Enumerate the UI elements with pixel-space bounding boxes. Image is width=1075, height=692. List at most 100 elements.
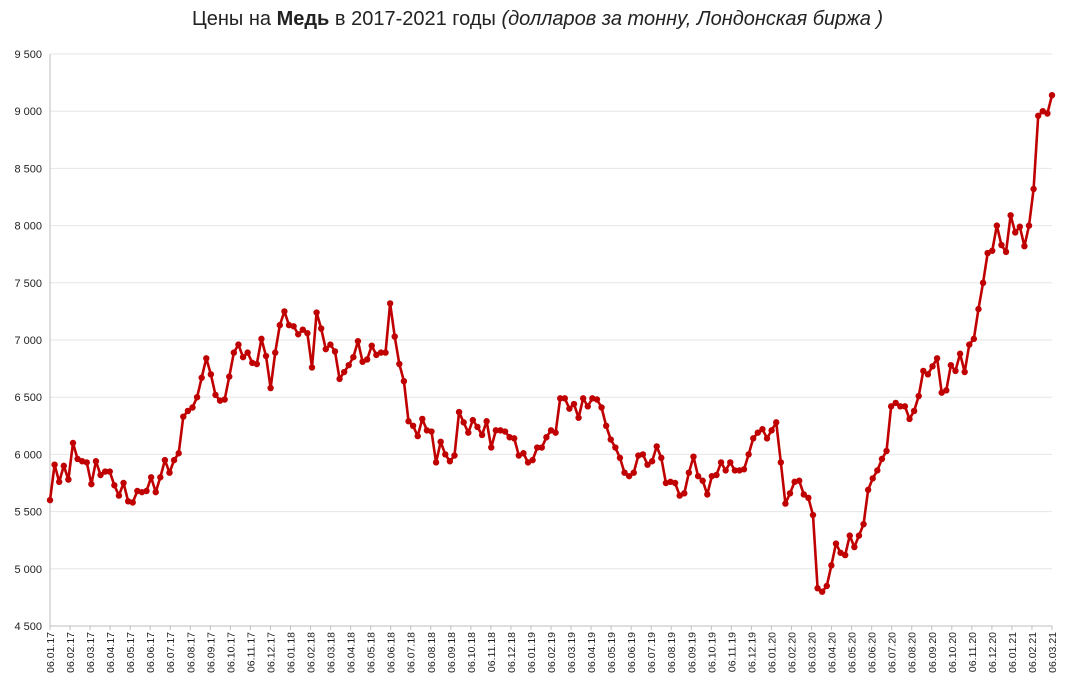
- data-point: [212, 391, 219, 399]
- data-point: [184, 407, 192, 415]
- data-point: [221, 396, 228, 403]
- x-tick-label: 06.06.18: [386, 632, 398, 673]
- data-point: [887, 403, 895, 410]
- data-point: [478, 431, 486, 439]
- data-point: [727, 459, 734, 466]
- data-point: [841, 551, 849, 559]
- data-point: [465, 429, 472, 436]
- data-point: [952, 367, 959, 375]
- x-axis-tick-labels: 06.01.17 06.02.17 06.03.17 06.04.17 06.05.17…: [45, 632, 1059, 673]
- data-point: [1035, 112, 1042, 119]
- data-point: [313, 309, 320, 316]
- series-layer: [46, 91, 1056, 595]
- data-point: [143, 487, 150, 495]
- data-point: [754, 429, 762, 436]
- x-tick-label: 06.11.19: [726, 632, 738, 672]
- data-point: [239, 353, 247, 361]
- data-point: [304, 329, 311, 337]
- data-point: [892, 399, 899, 407]
- data-point: [175, 450, 182, 457]
- data-point: [55, 478, 63, 486]
- x-tick-label: 06.08.20: [907, 632, 919, 673]
- x-tick-label: 06.11.18: [486, 632, 498, 672]
- data-point: [722, 467, 729, 474]
- data-point: [336, 375, 343, 383]
- x-tick-label: 06.05.20: [847, 632, 859, 673]
- data-point: [786, 490, 794, 497]
- data-point: [653, 443, 660, 450]
- data-point: [189, 404, 196, 411]
- data-point: [437, 438, 444, 446]
- data-point: [763, 435, 771, 442]
- data-point: [377, 349, 385, 356]
- data-point: [552, 429, 559, 436]
- data-point: [832, 540, 840, 547]
- data-point: [1021, 242, 1028, 250]
- data-point: [570, 400, 578, 408]
- data-point: [864, 486, 872, 494]
- x-tick-label: 06.08.18: [426, 632, 438, 673]
- data-point: [929, 363, 936, 370]
- data-point: [101, 468, 109, 475]
- x-tick-label: 06.07.17: [165, 632, 177, 673]
- y-tick-label: 8 500: [14, 163, 42, 175]
- data-point: [731, 467, 739, 474]
- data-point: [391, 333, 398, 340]
- data-point: [111, 482, 118, 489]
- data-point: [322, 345, 329, 353]
- x-tick-label: 06.06.20: [867, 632, 879, 673]
- data-point: [120, 479, 127, 487]
- data-point: [258, 335, 265, 343]
- data-point: [966, 341, 973, 348]
- data-point: [612, 444, 619, 451]
- data-point: [818, 588, 826, 595]
- data-point: [244, 349, 251, 356]
- data-point: [750, 435, 757, 442]
- data-point: [299, 326, 306, 333]
- data-point: [295, 331, 302, 338]
- x-tick-label: 06.08.17: [185, 632, 197, 673]
- data-point: [520, 450, 527, 457]
- data-point: [607, 436, 614, 443]
- x-tick-label: 06.02.19: [546, 632, 558, 673]
- x-tick-label: 06.11.20: [967, 632, 979, 672]
- data-point: [740, 466, 748, 473]
- x-tick-label: 06.07.19: [646, 632, 658, 673]
- data-point: [419, 415, 426, 423]
- x-tick-label: 06.05.17: [125, 632, 137, 673]
- data-point: [469, 416, 477, 424]
- data-point: [276, 321, 284, 329]
- data-point: [694, 472, 702, 480]
- x-tick-label: 06.09.19: [686, 632, 698, 673]
- data-point: [602, 422, 610, 429]
- data-point: [432, 459, 440, 466]
- data-point: [501, 428, 509, 435]
- data-point: [340, 368, 348, 376]
- data-point: [759, 426, 766, 433]
- data-point: [616, 454, 624, 462]
- data-point: [625, 472, 633, 480]
- data-point: [538, 444, 546, 451]
- x-tick-label: 06.09.18: [446, 632, 458, 673]
- series-line: [48, 94, 1054, 593]
- y-tick-label: 7 000: [14, 335, 42, 347]
- x-tick-label: 06.09.20: [927, 632, 939, 673]
- x-tick-label: 06.05.18: [366, 632, 378, 673]
- x-tick-label: 06.04.20: [827, 632, 839, 673]
- data-point: [828, 562, 835, 569]
- y-axis-tick-labels: 4 500 5 000 5 500 6 000 6 500 7 000 7 500 8 000…: [14, 49, 42, 633]
- data-point: [386, 300, 394, 307]
- data-point: [897, 403, 904, 410]
- y-tick-label: 9 500: [14, 49, 42, 61]
- x-tick-label: 06.06.19: [626, 632, 638, 673]
- data-point: [331, 348, 339, 355]
- data-point: [745, 451, 752, 458]
- data-point: [874, 467, 881, 474]
- data-point: [230, 349, 238, 356]
- data-point: [566, 405, 573, 412]
- data-point: [363, 356, 371, 363]
- data-point: [368, 342, 375, 349]
- y-tick-label: 5 500: [14, 507, 42, 519]
- x-tick-label: 06.01.19: [526, 632, 538, 673]
